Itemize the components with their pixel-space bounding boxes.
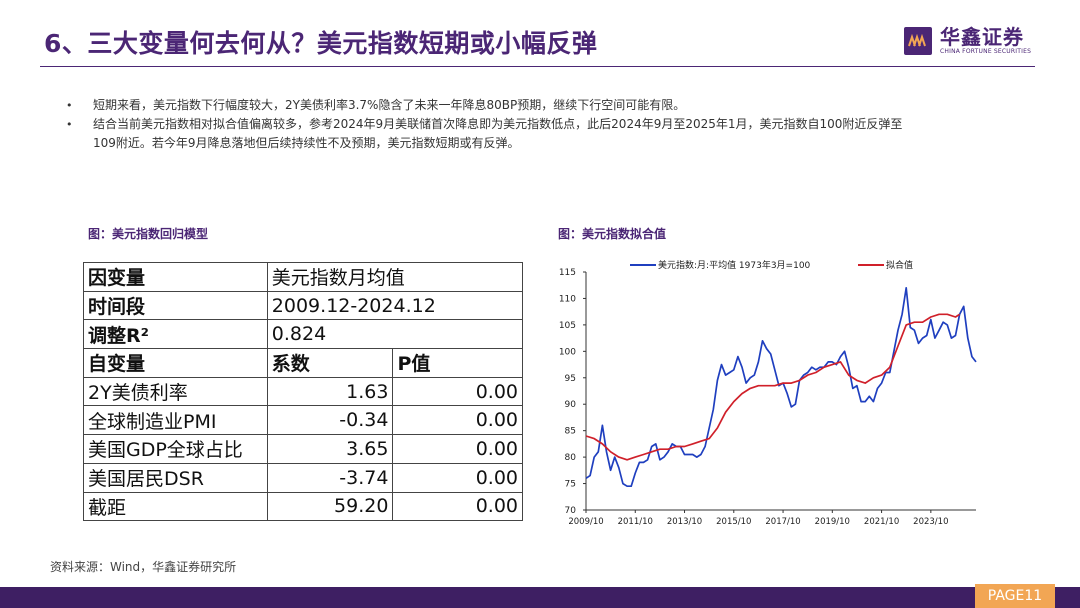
y-tick-label: 85 [565,427,576,437]
source-note: 资料来源：Wind，华鑫证券研究所 [50,560,237,574]
table-cell: 全球制造业PMI [83,405,268,436]
y-tick-label: 90 [565,400,577,410]
table-cell: -0.34 [266,405,394,436]
legend-label-2: 拟合值 [886,259,913,271]
y-tick-label: 110 [559,294,576,304]
title-divider [40,66,1035,67]
table-row: 时间段 2009.12-2024.12 [83,290,524,321]
y-tick-label: 80 [565,453,577,463]
chart-caption: 图：美元指数拟合值 [558,227,667,241]
table-cell: 调整R² [83,319,268,350]
table-cell: 时间段 [83,290,268,321]
logo-mark-icon [904,27,932,55]
table-cell: 2Y美债利率 [83,376,268,407]
series-line-1 [585,287,977,488]
table-cell: 0.00 [392,491,523,522]
bullet-text: 短期来看，美元指数下行幅度较大，2Y美债利率3.7%隐含了未来一年降息80BP预… [93,98,686,112]
table-row: 截距 59.20 0.00 [83,491,523,522]
table-cell: 美国GDP全球占比 [83,434,268,464]
table-header-row: 自变量 系数 P值 [83,348,523,378]
x-tick-label: 2015/10 [716,517,751,527]
table-cell: 0.00 [392,434,523,464]
x-tick-label: 2021/10 [864,517,899,527]
bullet-icon: • [66,118,73,131]
x-tick-label: 2009/10 [568,517,603,527]
logo-name-en: CHINA FORTUNE SECURITIES [940,48,1032,55]
regression-table: 因变量 美元指数月均值 时间段 2009.12-2024.12 调整R² 0.8… [83,262,524,522]
table-cell: -3.74 [266,462,394,493]
page-title: 6、三大变量何去何从？美元指数短期或小幅反弹 [44,29,598,58]
bullet-item-2: • 结合当前美元指数相对拟合值偏离较多，参考2024年9月美联储首次降息即为美元… [66,115,1016,134]
y-tick-label: 115 [559,268,576,278]
table-cell: 因变量 [83,262,268,292]
x-tick-label: 2017/10 [765,517,800,527]
table-cell: 3.65 [266,434,394,464]
x-tick-label: 2011/10 [618,517,653,527]
legend-label-1: 美元指数:月:平均值 1973年3月=100 [658,259,811,271]
table-cell: 2009.12-2024.12 [266,290,524,321]
series-line-2 [585,313,961,461]
table-cell: 0.00 [392,376,523,407]
x-tick-label: 2019/10 [815,517,850,527]
table-header-cell: P值 [392,348,523,378]
table-row: 2Y美债利率 1.63 0.00 [83,376,523,407]
table-row: 美国GDP全球占比 3.65 0.00 [83,434,523,464]
table-cell: 59.20 [266,491,394,522]
table-row: 全球制造业PMI -0.34 0.00 [83,405,523,436]
y-tick-label: 70 [565,506,577,516]
bullet-item-1: • 短期来看，美元指数下行幅度较大，2Y美债利率3.7%隐含了未来一年降息80B… [66,96,1016,115]
table-header-cell: 自变量 [83,348,268,378]
y-tick-label: 100 [559,347,576,357]
y-tick-label: 105 [559,321,576,331]
bullet-list: • 短期来看，美元指数下行幅度较大，2Y美债利率3.7%隐含了未来一年降息80B… [66,96,1016,153]
logo-name-cn: 华鑫证券 [940,25,1024,49]
x-tick-label: 2013/10 [667,517,702,527]
table-cell: 0.824 [266,319,524,350]
bullet-text: 结合当前美元指数相对拟合值偏离较多，参考2024年9月美联储首次降息即为美元指数… [93,117,903,131]
company-logo: 华鑫证券 CHINA FORTUNE SECURITIES [904,23,1031,59]
table-header-cell: 系数 [266,348,394,378]
table-caption: 图：美元指数回归模型 [88,227,209,241]
table-cell: 美国居民DSR [83,462,268,493]
table-row: 美国居民DSR -3.74 0.00 [83,462,523,493]
bullet-item-2-continued: 109附近。若今年9月降息落地但后续持续性不及预期，美元指数短期或有反弹。 [66,134,1016,153]
table-row: 调整R² 0.824 [83,319,524,350]
footer-bar [0,587,1080,608]
table-cell: 1.63 [266,376,394,407]
bullet-text: 109附近。若今年9月降息落地但后续持续性不及预期，美元指数短期或有反弹。 [93,136,520,150]
table-cell: 0.00 [392,405,523,436]
y-tick-label: 95 [565,374,576,384]
dollar-index-fit-chart: 70 75 80 85 90 95 100 105 110 115 2009/10 2011/10 20… [559,259,977,527]
table-cell: 美元指数月均值 [266,262,524,292]
y-tick-label: 75 [565,480,576,490]
page-number: PAGE11 [975,584,1055,608]
table-row: 因变量 美元指数月均值 [83,262,524,292]
table-cell: 0.00 [392,462,523,493]
bullet-icon: • [66,99,73,112]
table-cell: 截距 [83,491,268,522]
x-tick-label: 2023/10 [913,517,948,527]
